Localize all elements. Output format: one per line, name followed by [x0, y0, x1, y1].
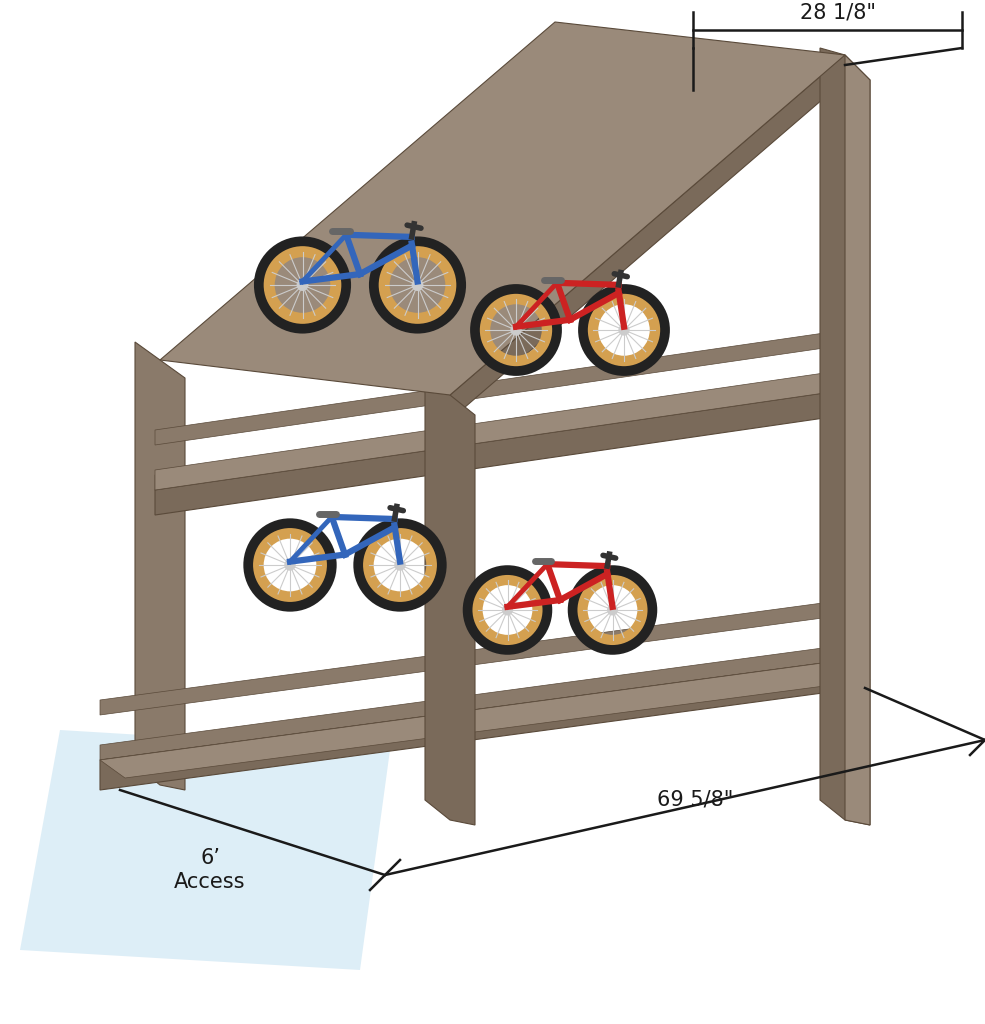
Circle shape — [285, 560, 296, 570]
Circle shape — [502, 605, 512, 614]
Circle shape — [511, 325, 521, 335]
Circle shape — [620, 325, 629, 335]
Text: 6’
Access: 6’ Access — [174, 849, 245, 892]
Polygon shape — [820, 48, 870, 825]
Text: 28 1/8": 28 1/8" — [800, 2, 876, 22]
Polygon shape — [135, 342, 185, 790]
Text: 69 5/8": 69 5/8" — [657, 790, 733, 810]
Polygon shape — [425, 375, 475, 825]
Polygon shape — [160, 22, 845, 395]
Polygon shape — [100, 660, 845, 790]
Polygon shape — [155, 375, 845, 490]
Circle shape — [297, 280, 307, 290]
Polygon shape — [450, 55, 845, 420]
Polygon shape — [155, 330, 845, 445]
Polygon shape — [155, 370, 845, 490]
Circle shape — [395, 560, 405, 570]
Polygon shape — [20, 730, 390, 970]
Polygon shape — [100, 660, 870, 778]
Polygon shape — [155, 390, 845, 515]
Polygon shape — [100, 600, 845, 715]
Polygon shape — [100, 645, 845, 760]
Polygon shape — [845, 55, 870, 825]
Circle shape — [608, 605, 618, 614]
Circle shape — [413, 280, 423, 290]
